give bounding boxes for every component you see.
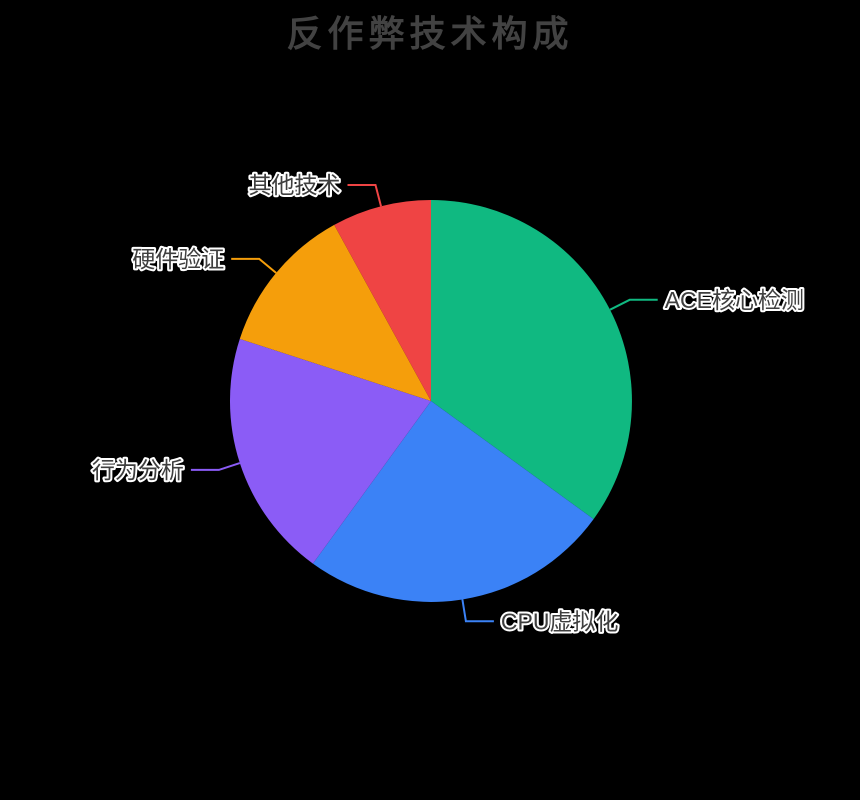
pie-slice-1[interactable]: [312, 401, 594, 602]
chart-title: 反作弊技术构成: [286, 13, 574, 54]
slice-label-2: 行为分析: [92, 457, 184, 483]
slice-label-3: 硬件验证: [132, 246, 224, 272]
pie-slice-4[interactable]: [334, 200, 431, 401]
pie-slice-2[interactable]: [229, 338, 431, 564]
slice-label-1: CPU虚拟化: [501, 608, 619, 634]
pie-slice-3[interactable]: [239, 224, 431, 401]
label-line-1: [461, 599, 494, 623]
slice-label-4: 其他技术: [249, 172, 341, 198]
label-line-2: [190, 462, 241, 471]
pie-slice-0[interactable]: [431, 200, 632, 520]
label-line-0: [609, 298, 658, 311]
label-line-3: [231, 257, 277, 274]
slice-label-0: ACE核心检测: [665, 287, 804, 313]
label-line-4: [347, 184, 382, 207]
